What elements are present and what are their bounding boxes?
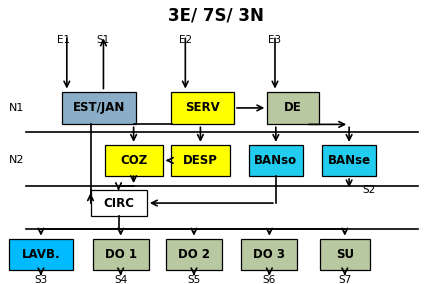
Text: N3: N3 bbox=[9, 245, 24, 255]
Text: SERV: SERV bbox=[185, 101, 219, 114]
Text: E2: E2 bbox=[178, 35, 191, 45]
Text: BANse: BANse bbox=[327, 154, 370, 167]
Bar bbox=[322, 145, 375, 176]
Text: S5: S5 bbox=[187, 275, 200, 284]
Text: SU: SU bbox=[335, 248, 353, 261]
Text: S7: S7 bbox=[338, 275, 350, 284]
Bar bbox=[62, 91, 135, 124]
Bar bbox=[267, 91, 318, 124]
Bar bbox=[171, 91, 233, 124]
Text: S1: S1 bbox=[97, 35, 110, 45]
Bar bbox=[104, 145, 163, 176]
Text: S6: S6 bbox=[262, 275, 275, 284]
Text: DE: DE bbox=[283, 101, 301, 114]
Text: 3E/ 7S/ 3N: 3E/ 7S/ 3N bbox=[167, 7, 263, 25]
Bar bbox=[171, 145, 229, 176]
Text: LAVB.: LAVB. bbox=[22, 248, 60, 261]
Text: E1: E1 bbox=[57, 35, 70, 45]
Text: DO 3: DO 3 bbox=[253, 248, 285, 261]
Text: S3: S3 bbox=[34, 275, 47, 284]
Text: N1: N1 bbox=[9, 103, 24, 113]
Text: S4: S4 bbox=[114, 275, 127, 284]
Bar bbox=[319, 239, 369, 270]
Bar bbox=[166, 239, 221, 270]
Bar bbox=[249, 145, 302, 176]
Text: S2: S2 bbox=[362, 185, 375, 195]
Text: DESP: DESP bbox=[183, 154, 217, 167]
Text: BANso: BANso bbox=[254, 154, 297, 167]
Text: DO 2: DO 2 bbox=[178, 248, 209, 261]
Text: COZ: COZ bbox=[120, 154, 147, 167]
Text: EST/JAN: EST/JAN bbox=[73, 101, 125, 114]
Bar bbox=[92, 239, 148, 270]
Text: E3: E3 bbox=[268, 35, 281, 45]
Bar bbox=[241, 239, 297, 270]
Bar bbox=[9, 239, 73, 270]
Text: N2: N2 bbox=[9, 155, 24, 166]
Bar bbox=[90, 190, 146, 216]
Text: CIRC: CIRC bbox=[103, 197, 134, 210]
Text: DO 1: DO 1 bbox=[104, 248, 136, 261]
